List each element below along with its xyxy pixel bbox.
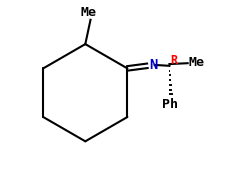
Text: N: N bbox=[149, 58, 157, 72]
Text: Ph: Ph bbox=[162, 98, 178, 111]
Text: Me: Me bbox=[81, 6, 97, 19]
Text: R: R bbox=[170, 54, 177, 67]
Text: Me: Me bbox=[188, 56, 205, 69]
